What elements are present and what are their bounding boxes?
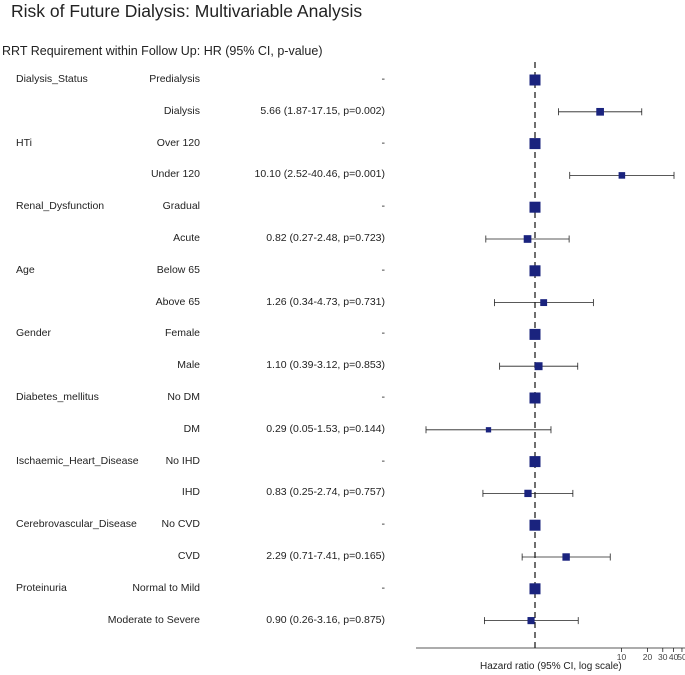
estimate-label: 0.83 (0.25-2.74, p=0.757)	[266, 486, 385, 499]
level-label: Moderate to Severe	[107, 613, 200, 626]
estimate-label: -	[381, 73, 386, 85]
level-label: No CVD	[161, 518, 200, 531]
reference-marker	[529, 74, 541, 86]
level-label: No DM	[167, 391, 200, 403]
hr-marker	[540, 299, 548, 307]
estimate-label: -	[381, 391, 386, 403]
level-label: DM	[183, 422, 200, 435]
estimate-label: -	[381, 327, 386, 340]
variable-label: HTi	[16, 136, 32, 149]
hr-marker	[527, 617, 535, 625]
level-label: Acute	[173, 232, 200, 244]
level-label: Female	[164, 327, 200, 340]
hr-marker	[618, 172, 626, 179]
hr-marker	[562, 553, 570, 561]
estimate-label: 0.29 (0.05-1.53, p=0.144)	[266, 422, 385, 435]
x-tick-label: 40	[669, 652, 679, 662]
estimate-label: 1.26 (0.34-4.73, p=0.731)	[266, 295, 385, 308]
reference-marker	[529, 138, 541, 150]
reference-marker	[529, 328, 541, 340]
reference-marker	[529, 201, 541, 213]
estimate-label: 10.10 (2.52-40.46, p=0.001)	[254, 168, 385, 181]
hr-marker	[534, 362, 543, 371]
reference-marker	[529, 265, 541, 277]
variable-label: Proteinuria	[16, 581, 67, 594]
estimate-label: 5.66 (1.87-17.15, p=0.002)	[260, 104, 385, 117]
variable-label: Cerebrovascular_Disease	[16, 518, 137, 531]
level-label: No IHD	[165, 454, 200, 467]
estimate-label: -	[381, 200, 386, 213]
estimate-label: 0.90 (0.26-3.16, p=0.875)	[266, 613, 385, 626]
variable-label: Diabetes_mellitus	[16, 391, 99, 403]
estimate-label: -	[381, 136, 386, 149]
level-label: Dialysis	[163, 104, 200, 117]
estimate-label: 1.10 (0.39-3.12, p=0.853)	[266, 359, 385, 372]
hr-marker	[596, 107, 604, 116]
reference-marker	[529, 456, 541, 468]
level-label: Predialysis	[149, 73, 200, 85]
level-label: IHD	[181, 486, 200, 499]
estimate-label: -	[381, 581, 386, 594]
x-tick-label: 30	[658, 652, 668, 662]
chart-title: Risk of Future Dialysis: Multivariable A…	[11, 1, 363, 21]
reference-marker	[529, 392, 541, 404]
hr-marker	[523, 235, 532, 243]
reference-marker	[529, 583, 541, 595]
variable-label: Ischaemic_Heart_Disease	[16, 454, 139, 467]
hr-marker	[485, 427, 492, 433]
level-label: CVD	[177, 550, 200, 562]
level-label: Male	[177, 359, 200, 372]
variable-label: Renal_Dysfunction	[16, 200, 105, 213]
estimate-label: -	[381, 454, 386, 467]
x-tick-label: 50	[677, 652, 685, 662]
variable-label: Dialysis_Status	[16, 73, 88, 85]
level-label: Over 120	[156, 136, 200, 149]
level-label: Above 65	[155, 295, 200, 308]
estimate-label: -	[381, 518, 386, 531]
hr-marker	[524, 489, 532, 498]
x-tick-label: 10	[617, 652, 627, 662]
level-label: Under 120	[150, 168, 200, 181]
chart-subtitle: RRT Requirement within Follow Up: HR (95…	[2, 44, 323, 58]
estimate-label: -	[381, 263, 386, 276]
estimate-label: 0.82 (0.27-2.48, p=0.723)	[266, 232, 385, 244]
x-axis-label: Hazard ratio (95% CI, log scale)	[480, 661, 622, 672]
level-label: Gradual	[162, 200, 200, 213]
reference-marker	[529, 519, 541, 531]
variable-label: Age	[16, 263, 35, 276]
x-tick-label: 20	[643, 652, 653, 662]
variable-label: Gender	[16, 327, 52, 340]
level-label: Normal to Mild	[132, 581, 200, 594]
level-label: Below 65	[156, 263, 200, 276]
estimate-label: 2.29 (0.71-7.41, p=0.165)	[266, 550, 385, 562]
